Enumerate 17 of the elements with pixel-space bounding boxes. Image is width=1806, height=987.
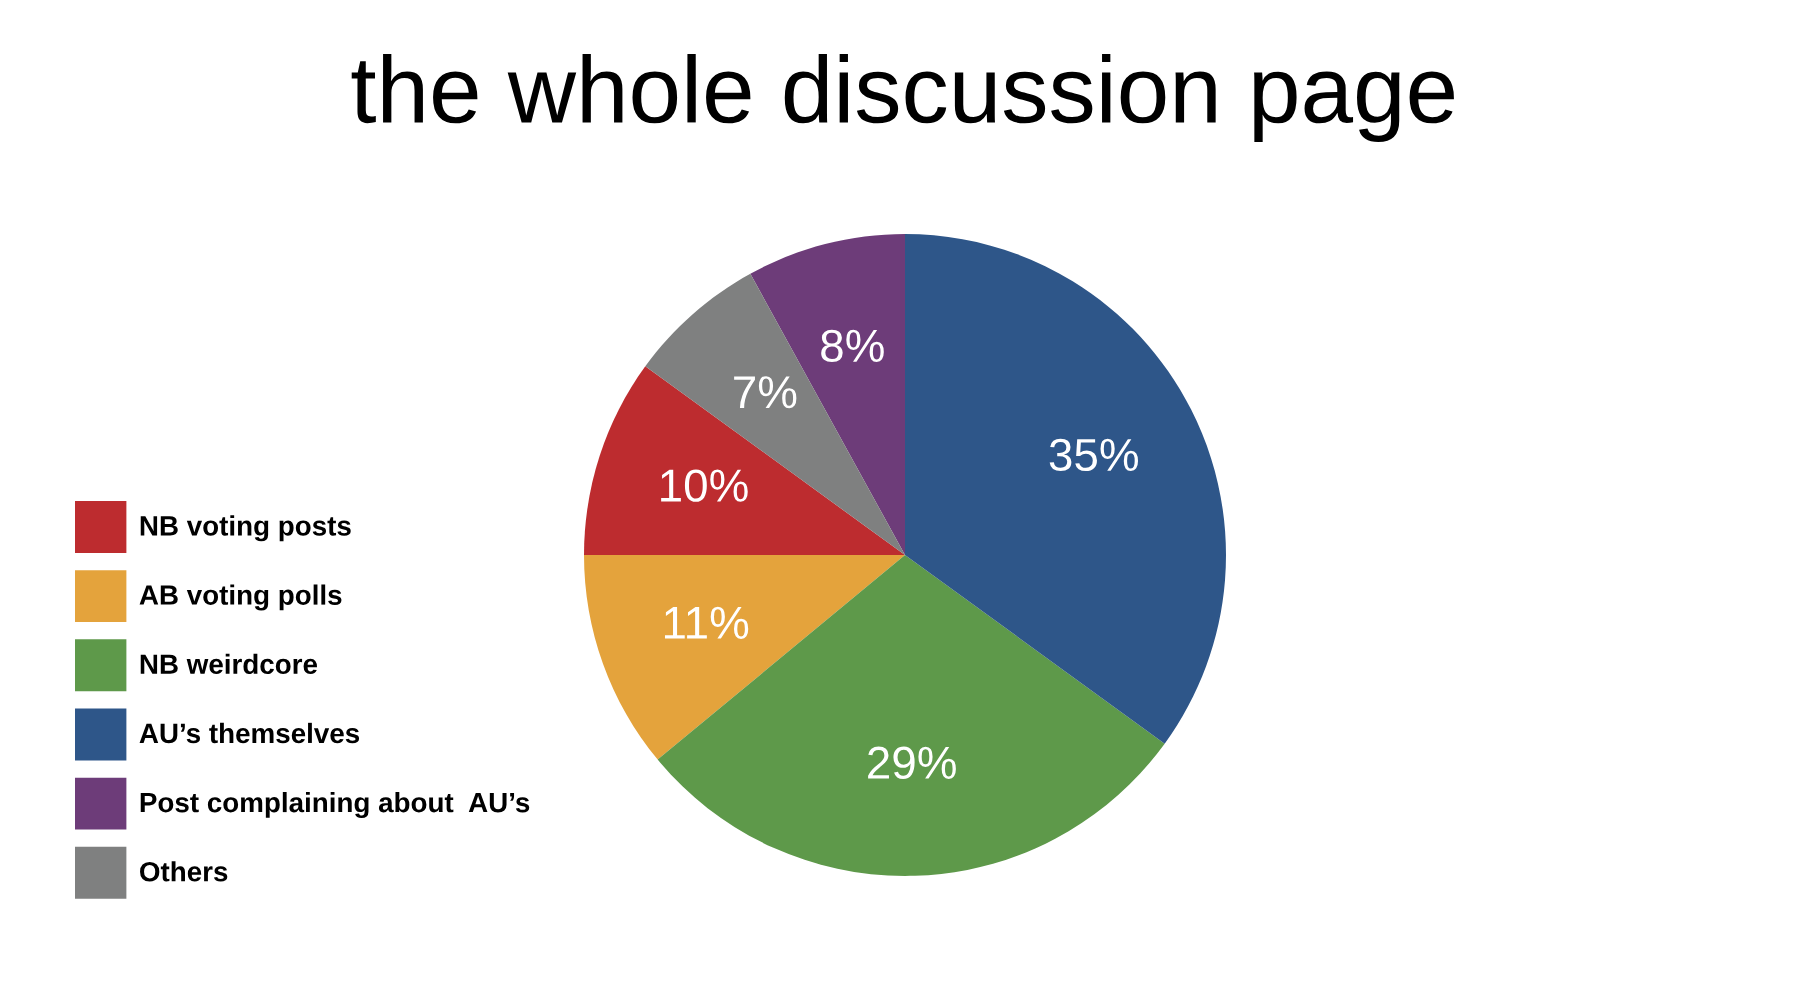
chart-title: the whole discussion page [351,53,1454,143]
data-label: 8% [821,329,884,363]
legend-label: AU’s themselves [139,722,360,744]
legend-label: NB weirdcore [140,653,317,675]
legend-label: NB voting posts [140,515,351,542]
data-label: 7% [734,376,797,409]
pie-slice [905,234,1226,744]
legend-label: AB voting polls [139,584,342,611]
pie-slice [657,555,1165,876]
data-label: 11% [664,606,749,639]
legend-label: Others [140,861,228,882]
data-label: 10% [661,469,748,502]
pie-slice [645,273,905,555]
data-label: 35% [1049,438,1139,472]
data-label: 29% [868,746,956,780]
legend-label: Post complaining about AU’s [140,791,530,818]
pie-slice [584,366,905,555]
